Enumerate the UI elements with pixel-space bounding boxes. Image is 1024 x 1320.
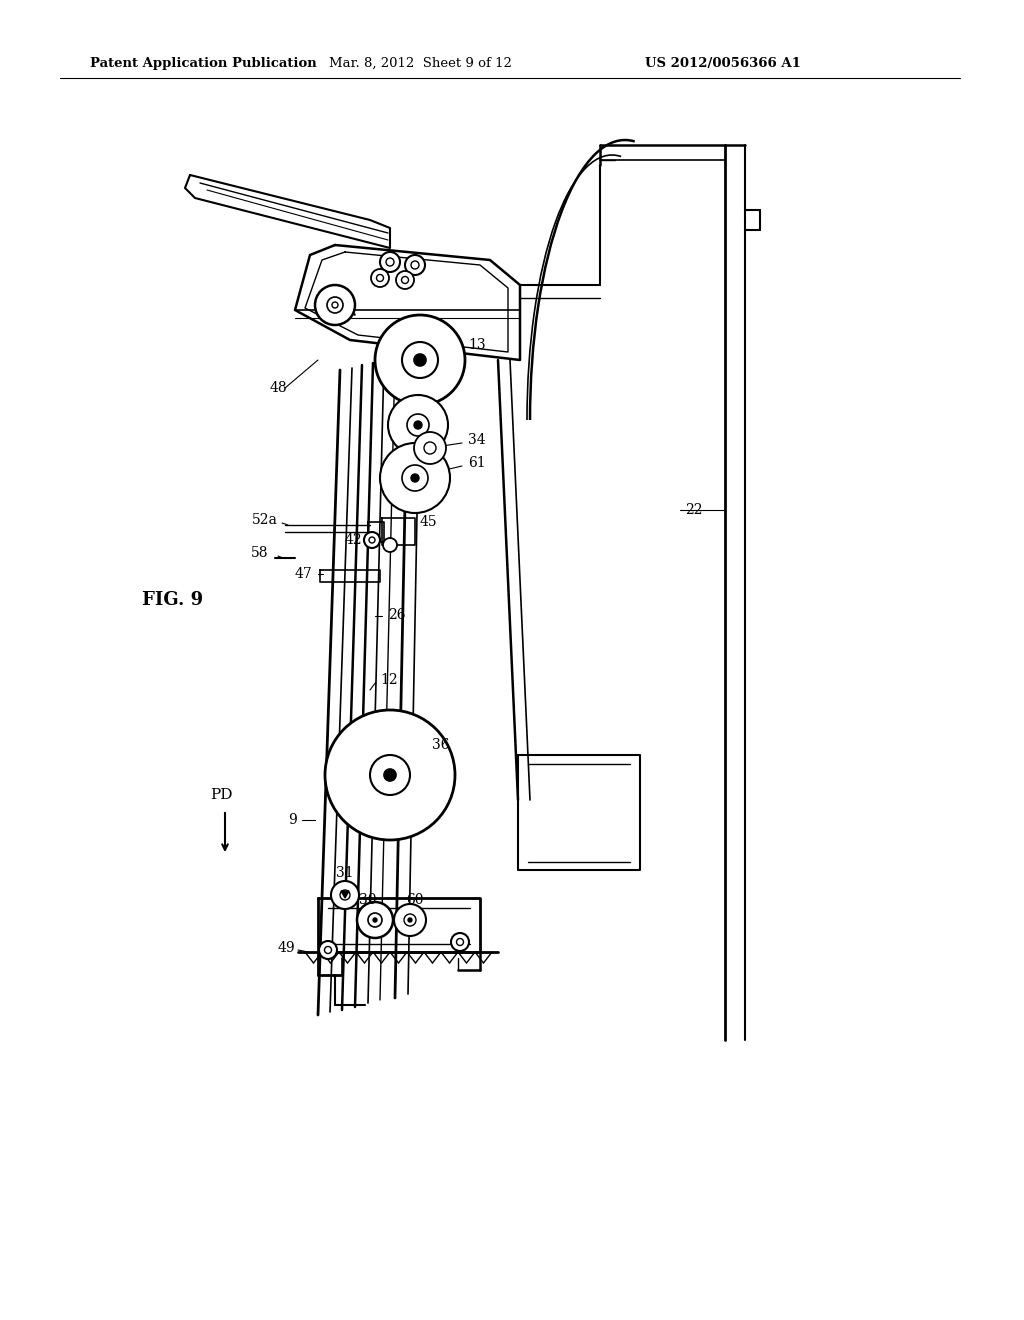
Circle shape xyxy=(380,444,450,513)
Text: 30: 30 xyxy=(359,894,377,907)
Text: 52a: 52a xyxy=(252,513,278,527)
Text: Patent Application Publication: Patent Application Publication xyxy=(90,57,316,70)
Circle shape xyxy=(408,917,412,921)
Text: 58: 58 xyxy=(251,546,268,560)
Text: 26: 26 xyxy=(388,609,406,622)
Circle shape xyxy=(414,421,422,429)
Circle shape xyxy=(384,770,396,781)
Circle shape xyxy=(315,285,355,325)
Text: FIG. 9: FIG. 9 xyxy=(142,591,203,609)
Text: 45: 45 xyxy=(420,515,437,529)
Circle shape xyxy=(396,271,414,289)
Circle shape xyxy=(388,395,449,455)
Circle shape xyxy=(364,532,380,548)
Polygon shape xyxy=(341,891,349,898)
Text: 61: 61 xyxy=(468,455,485,470)
Text: US 2012/0056366 A1: US 2012/0056366 A1 xyxy=(645,57,801,70)
Text: 9: 9 xyxy=(288,813,297,828)
Text: 36: 36 xyxy=(432,738,450,752)
Text: 31: 31 xyxy=(336,866,354,880)
Circle shape xyxy=(331,880,359,909)
Circle shape xyxy=(380,252,400,272)
Circle shape xyxy=(373,917,377,921)
Text: 47: 47 xyxy=(294,568,312,581)
Circle shape xyxy=(411,474,419,482)
Circle shape xyxy=(394,904,426,936)
Text: 49: 49 xyxy=(278,941,295,954)
Circle shape xyxy=(357,902,393,939)
Text: 42: 42 xyxy=(344,533,362,546)
Text: 12: 12 xyxy=(380,673,397,686)
Text: 60: 60 xyxy=(407,894,424,907)
Text: Mar. 8, 2012  Sheet 9 of 12: Mar. 8, 2012 Sheet 9 of 12 xyxy=(329,57,511,70)
Text: 13: 13 xyxy=(468,338,485,352)
Text: 34: 34 xyxy=(468,433,485,447)
Circle shape xyxy=(414,432,446,465)
Circle shape xyxy=(414,354,426,366)
Circle shape xyxy=(406,255,425,275)
Circle shape xyxy=(451,933,469,950)
Text: 48: 48 xyxy=(269,381,287,395)
Circle shape xyxy=(319,941,337,960)
Circle shape xyxy=(375,315,465,405)
Circle shape xyxy=(325,710,455,840)
Circle shape xyxy=(371,269,389,286)
Text: 22: 22 xyxy=(685,503,702,517)
Circle shape xyxy=(383,539,397,552)
Text: PD: PD xyxy=(210,788,232,803)
